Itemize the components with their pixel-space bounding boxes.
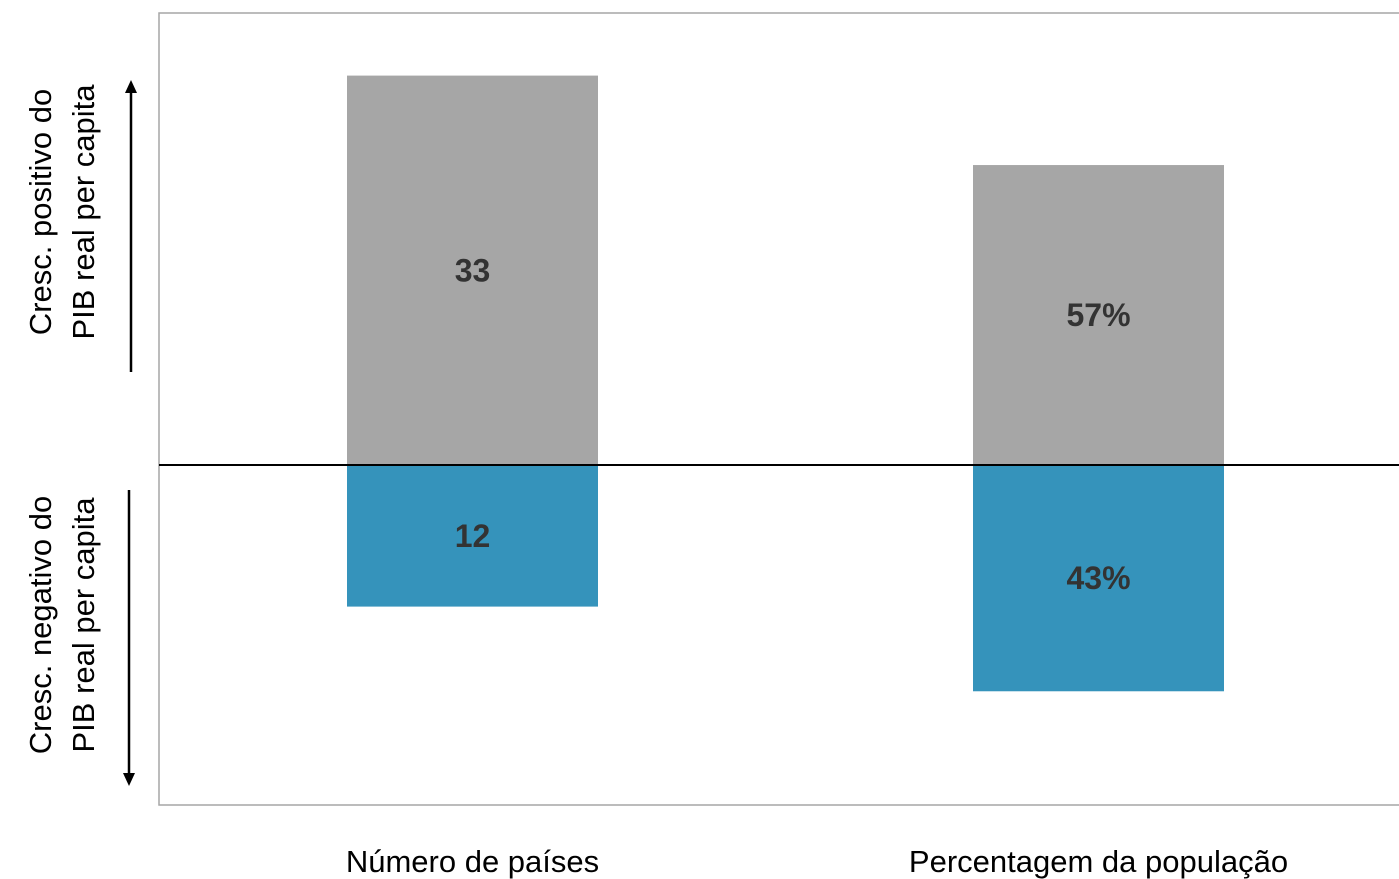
- positive-label-line-1: Cresc. positivo do: [23, 89, 58, 335]
- category-labels: Número de países Percentagem da população: [346, 844, 1288, 879]
- data-labels: 33 12 57% 43%: [455, 252, 1131, 596]
- positive-bar-1: [347, 75, 598, 465]
- category-label-1: Número de países: [346, 844, 599, 879]
- positive-arrow-icon: [125, 80, 137, 372]
- negative-bar-1: [347, 465, 598, 607]
- positive-value-label-2: 57%: [1066, 297, 1130, 333]
- negative-label-line-1: Cresc. negativo do: [23, 496, 58, 754]
- positive-value-label-1: 33: [455, 252, 491, 288]
- bars: [347, 75, 1224, 692]
- positive-label-line-2: PIB real per capita: [66, 84, 101, 340]
- negative-bar-2: [973, 465, 1224, 692]
- category-label-2: Percentagem da população: [909, 844, 1288, 879]
- positive-bar-2: [973, 165, 1224, 466]
- negative-value-label-1: 12: [455, 518, 491, 554]
- negative-label-line-2: PIB real per capita: [66, 497, 101, 753]
- negative-value-label-2: 43%: [1066, 560, 1130, 596]
- negative-arrow-icon: [123, 490, 135, 786]
